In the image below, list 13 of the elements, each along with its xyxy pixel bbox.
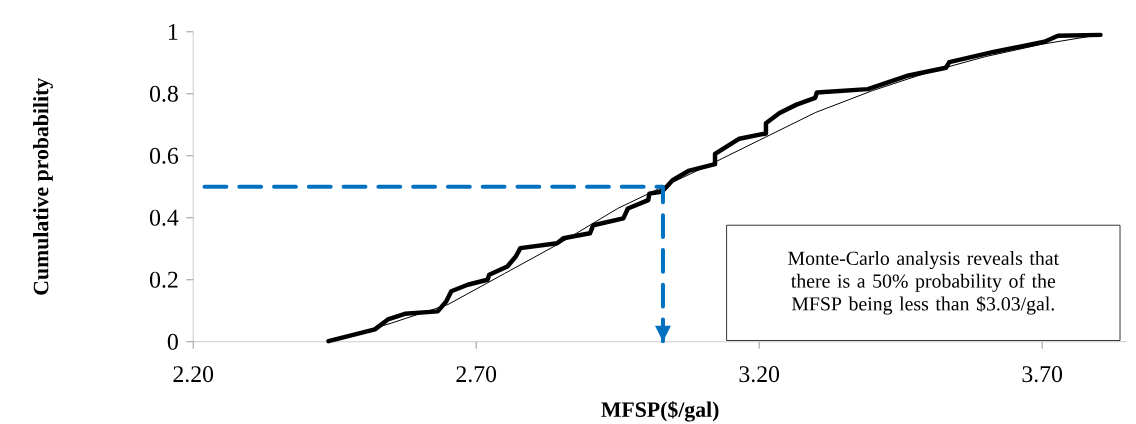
y-tick-label: 0 <box>167 333 178 350</box>
x-tick-label: 3.70 <box>1022 366 1063 383</box>
y-tick-label: 0.8 <box>149 85 178 102</box>
y-tick-label: 0.2 <box>149 271 178 288</box>
y-tick-label: 0.4 <box>149 209 179 226</box>
x-tick-label: 3.20 <box>739 366 780 383</box>
x-axis-title: MFSP($/gal) <box>601 400 719 422</box>
y-tick-label: 1 <box>168 23 178 40</box>
y-tick-label: 0.6 <box>149 147 179 164</box>
y-axis-title: Cumulative probability <box>33 77 53 295</box>
x-tick-label: 2.70 <box>456 366 497 383</box>
annotation: Monte-Carlo analysis reveals that there is a 50% probability of the MFSP being less than $3.03/gal. <box>788 250 1059 315</box>
x-tick-label: 2.20 <box>173 366 214 383</box>
